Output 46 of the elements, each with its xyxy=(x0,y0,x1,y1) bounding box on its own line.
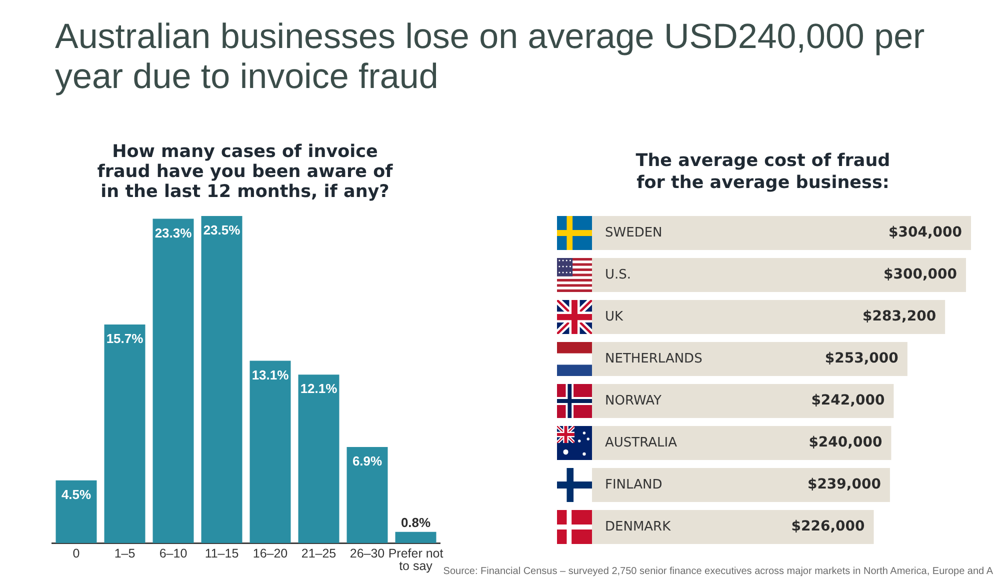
data-label: 12.1% xyxy=(300,381,338,396)
y-tick-label: DENMARK xyxy=(605,519,672,534)
x-tick-label: 0 xyxy=(72,546,80,561)
bar xyxy=(56,480,97,543)
data-label: $226,000 xyxy=(791,518,866,535)
bar xyxy=(346,446,388,543)
data-label: 4.5% xyxy=(61,486,92,502)
data-label: $242,000 xyxy=(811,392,885,409)
source-note: Source: Financial Census – surveyed 2,750 senior finance executives across major markets in North America, Europe and A xyxy=(443,566,993,577)
y-tick-label: NORWAY xyxy=(605,393,662,408)
y-tick-label: AUSTRALIA xyxy=(605,435,678,450)
bar xyxy=(201,216,242,543)
x-tick-label: 1–5 xyxy=(114,546,136,561)
bar xyxy=(250,360,291,543)
bar xyxy=(395,532,436,543)
chart-title: The average cost of fraud for the average business: xyxy=(634,150,892,194)
x-tick-label: 16–20 xyxy=(252,546,288,561)
bar xyxy=(592,342,908,376)
chart-title: How many cases of invoice fraud have you been aware of in the last 12 months, if any? xyxy=(96,142,394,202)
data-label: 13.1% xyxy=(252,367,290,382)
y-tick-label: UK xyxy=(605,309,624,324)
x-tick-label: Prefer not to say xyxy=(388,546,444,574)
bar xyxy=(104,324,146,543)
x-tick-label: 26–30 xyxy=(350,546,385,561)
data-label: $253,000 xyxy=(824,350,899,367)
data-label: $239,000 xyxy=(807,476,882,493)
y-tick-label: FINLAND xyxy=(605,477,662,492)
data-label: 15.7% xyxy=(106,331,144,346)
text: Australian businesses lose on average USD240,000 per year due to invoice fraud xyxy=(55,17,926,97)
bar xyxy=(298,374,340,543)
data-label: 23.3% xyxy=(154,225,192,240)
data-label: $240,000 xyxy=(808,434,882,451)
y-tick-label: SWEDEN xyxy=(605,225,662,240)
data-label: 23.5% xyxy=(203,222,241,238)
data-label: $300,000 xyxy=(884,266,958,283)
x-tick-label: 6–10 xyxy=(159,546,188,561)
data-label: $304,000 xyxy=(888,224,962,241)
data-label: 6.9% xyxy=(352,454,382,469)
data-label: $283,200 xyxy=(862,308,936,325)
bar xyxy=(592,258,966,292)
y-tick-label: U.S. xyxy=(605,267,632,282)
x-tick-label: 11–15 xyxy=(204,546,239,561)
bar xyxy=(152,218,194,543)
x-tick-label: 21–25 xyxy=(301,546,336,561)
data-label: 0.8% xyxy=(400,514,431,530)
y-tick-label: NETHERLANDS xyxy=(605,351,702,366)
